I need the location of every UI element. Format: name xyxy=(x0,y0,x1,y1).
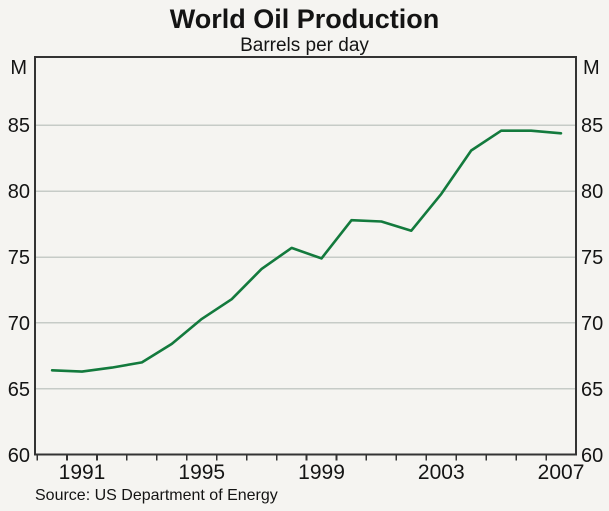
y-tick-label-left: 75 xyxy=(7,247,30,270)
y-tick-label-right: 85 xyxy=(581,115,604,138)
y-tick-label-right: 70 xyxy=(581,312,604,335)
chart-subtitle: Barrels per day xyxy=(240,35,369,56)
oil-production-line xyxy=(50,129,563,373)
y-tick-label-left: 60 xyxy=(7,444,30,467)
chart-title: World Oil Production xyxy=(169,4,440,34)
y-tick-label-left: 80 xyxy=(7,181,30,204)
x-tick-label: 1991 xyxy=(58,461,106,484)
x-tick-label: 2007 xyxy=(537,461,585,484)
x-tick-label: 1995 xyxy=(178,461,226,484)
y-tick-label-left: 70 xyxy=(7,312,30,335)
y-axis-unit-left: M xyxy=(10,57,27,79)
y-tick-label-right: 75 xyxy=(581,247,604,270)
plot-frame xyxy=(34,56,577,456)
source-note: Source: US Department of Energy xyxy=(35,487,278,504)
y-gridlines xyxy=(35,124,576,390)
y-tick-label-right: 60 xyxy=(581,444,604,467)
x-tick-label: 1999 xyxy=(298,461,345,484)
x-tick-label: 2003 xyxy=(417,461,465,484)
y-tick-label-left: 85 xyxy=(7,115,30,138)
y-tick-label-left: 65 xyxy=(7,378,30,401)
y-axis-unit-right: M xyxy=(583,57,600,79)
y-tick-label-right: 65 xyxy=(581,378,604,401)
y-tick-label-right: 80 xyxy=(581,181,604,204)
